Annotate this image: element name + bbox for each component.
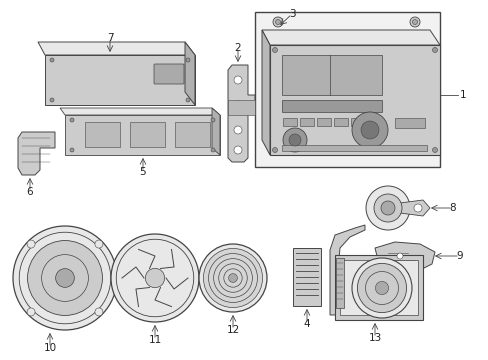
Circle shape [234, 126, 242, 134]
Polygon shape [184, 42, 195, 105]
Circle shape [111, 234, 199, 322]
Circle shape [275, 19, 280, 24]
Circle shape [210, 118, 215, 122]
Text: 5: 5 [140, 167, 146, 177]
Text: 13: 13 [367, 333, 381, 343]
Polygon shape [45, 55, 195, 105]
Polygon shape [212, 108, 220, 155]
Circle shape [95, 308, 103, 316]
Polygon shape [18, 132, 55, 175]
FancyBboxPatch shape [227, 100, 254, 115]
Circle shape [13, 226, 117, 330]
Text: 9: 9 [456, 251, 462, 261]
FancyBboxPatch shape [254, 12, 439, 167]
FancyBboxPatch shape [333, 118, 347, 126]
Circle shape [351, 258, 411, 318]
Circle shape [145, 268, 164, 288]
Text: 1: 1 [459, 90, 466, 100]
Circle shape [56, 269, 74, 287]
FancyBboxPatch shape [334, 255, 422, 320]
Circle shape [396, 253, 402, 259]
Circle shape [185, 58, 190, 62]
Circle shape [27, 240, 35, 248]
Polygon shape [60, 108, 220, 115]
Circle shape [380, 201, 394, 215]
FancyBboxPatch shape [282, 100, 381, 112]
Circle shape [234, 76, 242, 84]
Circle shape [283, 128, 306, 152]
Text: 11: 11 [148, 335, 162, 345]
Circle shape [409, 17, 419, 27]
Circle shape [431, 48, 437, 53]
Circle shape [351, 112, 387, 148]
FancyBboxPatch shape [292, 248, 320, 306]
Circle shape [431, 148, 437, 153]
Polygon shape [38, 42, 195, 55]
Polygon shape [65, 115, 220, 155]
Circle shape [357, 264, 406, 312]
Circle shape [228, 274, 237, 282]
Circle shape [373, 194, 401, 222]
Polygon shape [227, 65, 254, 162]
FancyBboxPatch shape [299, 118, 313, 126]
Circle shape [116, 239, 193, 317]
Circle shape [199, 244, 266, 312]
Polygon shape [262, 30, 269, 155]
Text: 8: 8 [449, 203, 455, 213]
FancyBboxPatch shape [85, 122, 120, 147]
FancyBboxPatch shape [339, 260, 417, 315]
FancyBboxPatch shape [175, 122, 209, 147]
Circle shape [412, 19, 417, 24]
FancyBboxPatch shape [367, 118, 381, 126]
Circle shape [272, 148, 277, 153]
Text: 10: 10 [43, 343, 57, 353]
Circle shape [50, 98, 54, 102]
Circle shape [272, 17, 283, 27]
Circle shape [70, 118, 74, 122]
Circle shape [27, 308, 35, 316]
Circle shape [375, 282, 388, 294]
Circle shape [234, 101, 242, 109]
Text: 7: 7 [106, 33, 113, 43]
FancyBboxPatch shape [130, 122, 164, 147]
Circle shape [272, 48, 277, 53]
Text: 3: 3 [288, 9, 295, 19]
Circle shape [365, 271, 398, 305]
Polygon shape [262, 30, 439, 45]
FancyBboxPatch shape [283, 118, 296, 126]
Circle shape [365, 186, 409, 230]
Circle shape [203, 248, 262, 307]
Circle shape [27, 240, 102, 315]
Circle shape [185, 98, 190, 102]
Circle shape [234, 146, 242, 154]
Circle shape [95, 240, 103, 248]
Circle shape [288, 134, 301, 146]
Circle shape [41, 255, 88, 301]
Circle shape [210, 148, 215, 152]
Circle shape [360, 121, 378, 139]
FancyBboxPatch shape [282, 55, 381, 95]
FancyBboxPatch shape [335, 258, 343, 308]
Polygon shape [399, 200, 429, 216]
Polygon shape [329, 225, 364, 315]
Circle shape [50, 58, 54, 62]
Polygon shape [269, 45, 439, 155]
Circle shape [70, 148, 74, 152]
FancyBboxPatch shape [350, 118, 364, 126]
Text: 2: 2 [234, 43, 241, 53]
Circle shape [413, 204, 421, 212]
Polygon shape [374, 242, 434, 272]
Text: 12: 12 [226, 325, 239, 335]
FancyBboxPatch shape [394, 118, 424, 128]
Circle shape [19, 232, 111, 324]
FancyBboxPatch shape [154, 64, 183, 84]
Text: 4: 4 [303, 319, 310, 329]
FancyBboxPatch shape [316, 118, 330, 126]
FancyBboxPatch shape [282, 145, 426, 151]
Text: 6: 6 [27, 187, 33, 197]
